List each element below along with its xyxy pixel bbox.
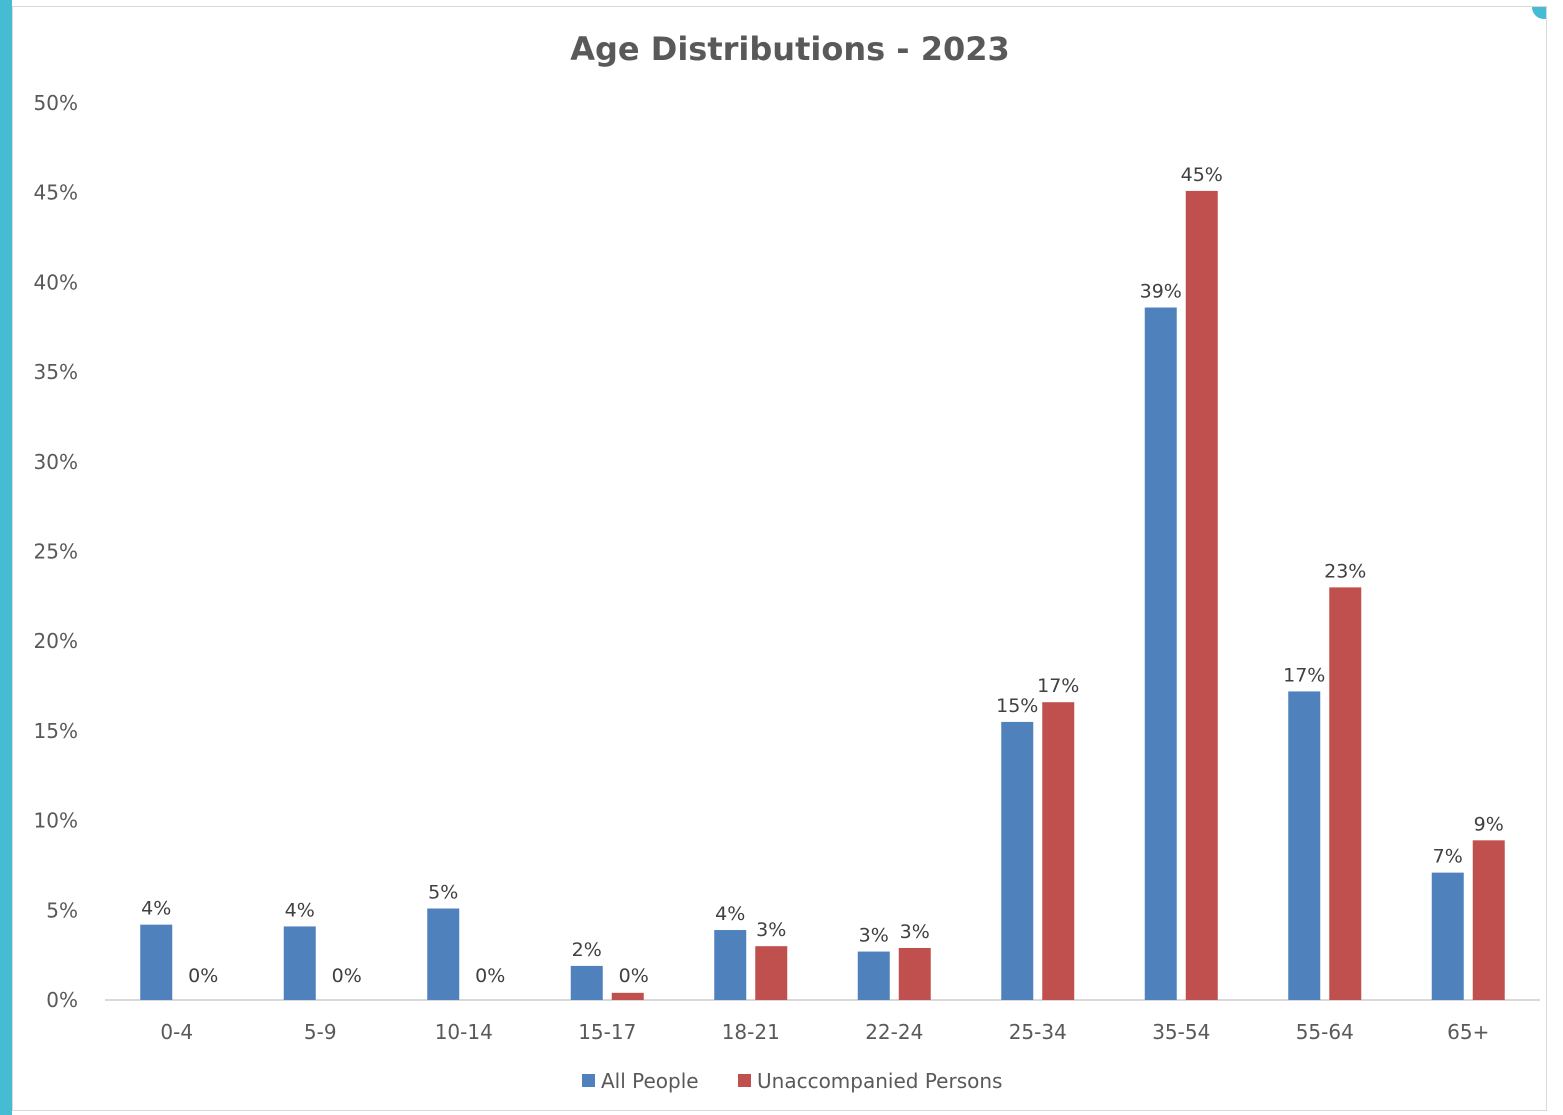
data-label: 39% (1140, 281, 1182, 303)
y-tick-label: 30% (34, 450, 78, 474)
bars: 4%0%4%0%5%0%2%0%4%3% 3% 3%15%17%39%45%17%2… (140, 164, 1505, 1000)
bar-all-people (1001, 721, 1034, 1000)
x-tick-label: 18-21 (722, 1020, 780, 1044)
x-tick-label: 55-64 (1296, 1020, 1354, 1044)
data-label: 3% (756, 919, 786, 941)
bar-unaccompanied-persons (1185, 190, 1218, 1000)
data-label: 4% (285, 899, 315, 921)
data-label: 4% (141, 898, 171, 920)
bar-all-people (570, 965, 603, 1000)
data-label: 45% (1181, 164, 1223, 186)
legend-swatch-unaccompanied-persons (738, 1074, 751, 1087)
y-tick-label: 25% (34, 540, 78, 564)
y-tick-label: 5% (46, 898, 78, 922)
legend-label: Unaccompanied Persons (757, 1069, 1002, 1093)
x-axis: 0-4 5-9 10-14 15-17 18-21 22-24 25-34 35-54 55-6… (160, 1020, 1489, 1044)
bar-unaccompanied-persons (755, 946, 788, 1000)
bar-all-people (1431, 872, 1464, 1000)
y-tick-label: 20% (34, 629, 78, 653)
bar-all-people (857, 951, 890, 1000)
x-tick-label: 25-34 (1009, 1020, 1067, 1044)
x-tick-label: 15-17 (578, 1020, 636, 1044)
legend-swatch-all-people (582, 1074, 595, 1087)
data-label: 9% (1474, 813, 1504, 835)
y-tick-label: 45% (34, 181, 78, 205)
data-label: 0% (619, 965, 649, 987)
data-label: 7% (1433, 846, 1463, 868)
x-tick-label: 5-9 (304, 1020, 337, 1044)
bar-all-people (1144, 307, 1177, 1000)
data-label: 23% (1324, 560, 1366, 582)
bar-all-people (427, 908, 460, 1000)
y-tick-label: 0% (46, 988, 78, 1012)
x-tick-label: 22-24 (865, 1020, 923, 1044)
data-label: 0% (188, 965, 218, 987)
y-tick-label: 35% (34, 360, 78, 384)
data-label: 17% (1037, 675, 1079, 697)
bar-all-people (1288, 691, 1321, 1000)
x-tick-label: 10-14 (435, 1020, 493, 1044)
x-tick-label: 35-54 (1152, 1020, 1210, 1044)
data-label: 3% (900, 921, 930, 943)
bar-unaccompanied-persons (898, 947, 931, 1000)
data-label: 4% (715, 903, 745, 925)
x-tick-label: 65+ (1447, 1020, 1489, 1044)
data-label: 17% (1283, 664, 1325, 686)
legend: All People Unaccompanied Persons (582, 1069, 1002, 1093)
data-label: 3% (859, 925, 889, 947)
y-tick-label: 15% (34, 719, 78, 743)
data-label: 2% (572, 939, 602, 961)
bar-unaccompanied-persons (1472, 840, 1505, 1000)
bar-unaccompanied-persons (1329, 587, 1362, 1000)
bar-unaccompanied-persons (1042, 702, 1075, 1000)
y-axis: 0% 5% 10% 15% 20% 25% 30% 35% 40% 45% 50% (34, 91, 78, 1012)
data-label: 15% (996, 695, 1038, 717)
data-label: 0% (332, 965, 362, 987)
chart-title: Age Distributions - 2023 (570, 30, 1010, 68)
data-label: 5% (428, 882, 458, 904)
bar-all-people (283, 926, 316, 1000)
y-tick-label: 10% (34, 809, 78, 833)
bar-all-people (140, 924, 173, 1000)
bar-unaccompanied-persons (611, 992, 644, 1000)
data-label: 0% (475, 965, 505, 987)
bar-all-people (714, 930, 747, 1000)
corner-accent (1532, 7, 1546, 19)
x-tick-label: 0-4 (160, 1020, 193, 1044)
y-tick-label: 50% (34, 91, 78, 115)
legend-label: All People (601, 1069, 699, 1093)
y-tick-label: 40% (34, 270, 78, 294)
side-accent-bar (0, 0, 12, 1115)
